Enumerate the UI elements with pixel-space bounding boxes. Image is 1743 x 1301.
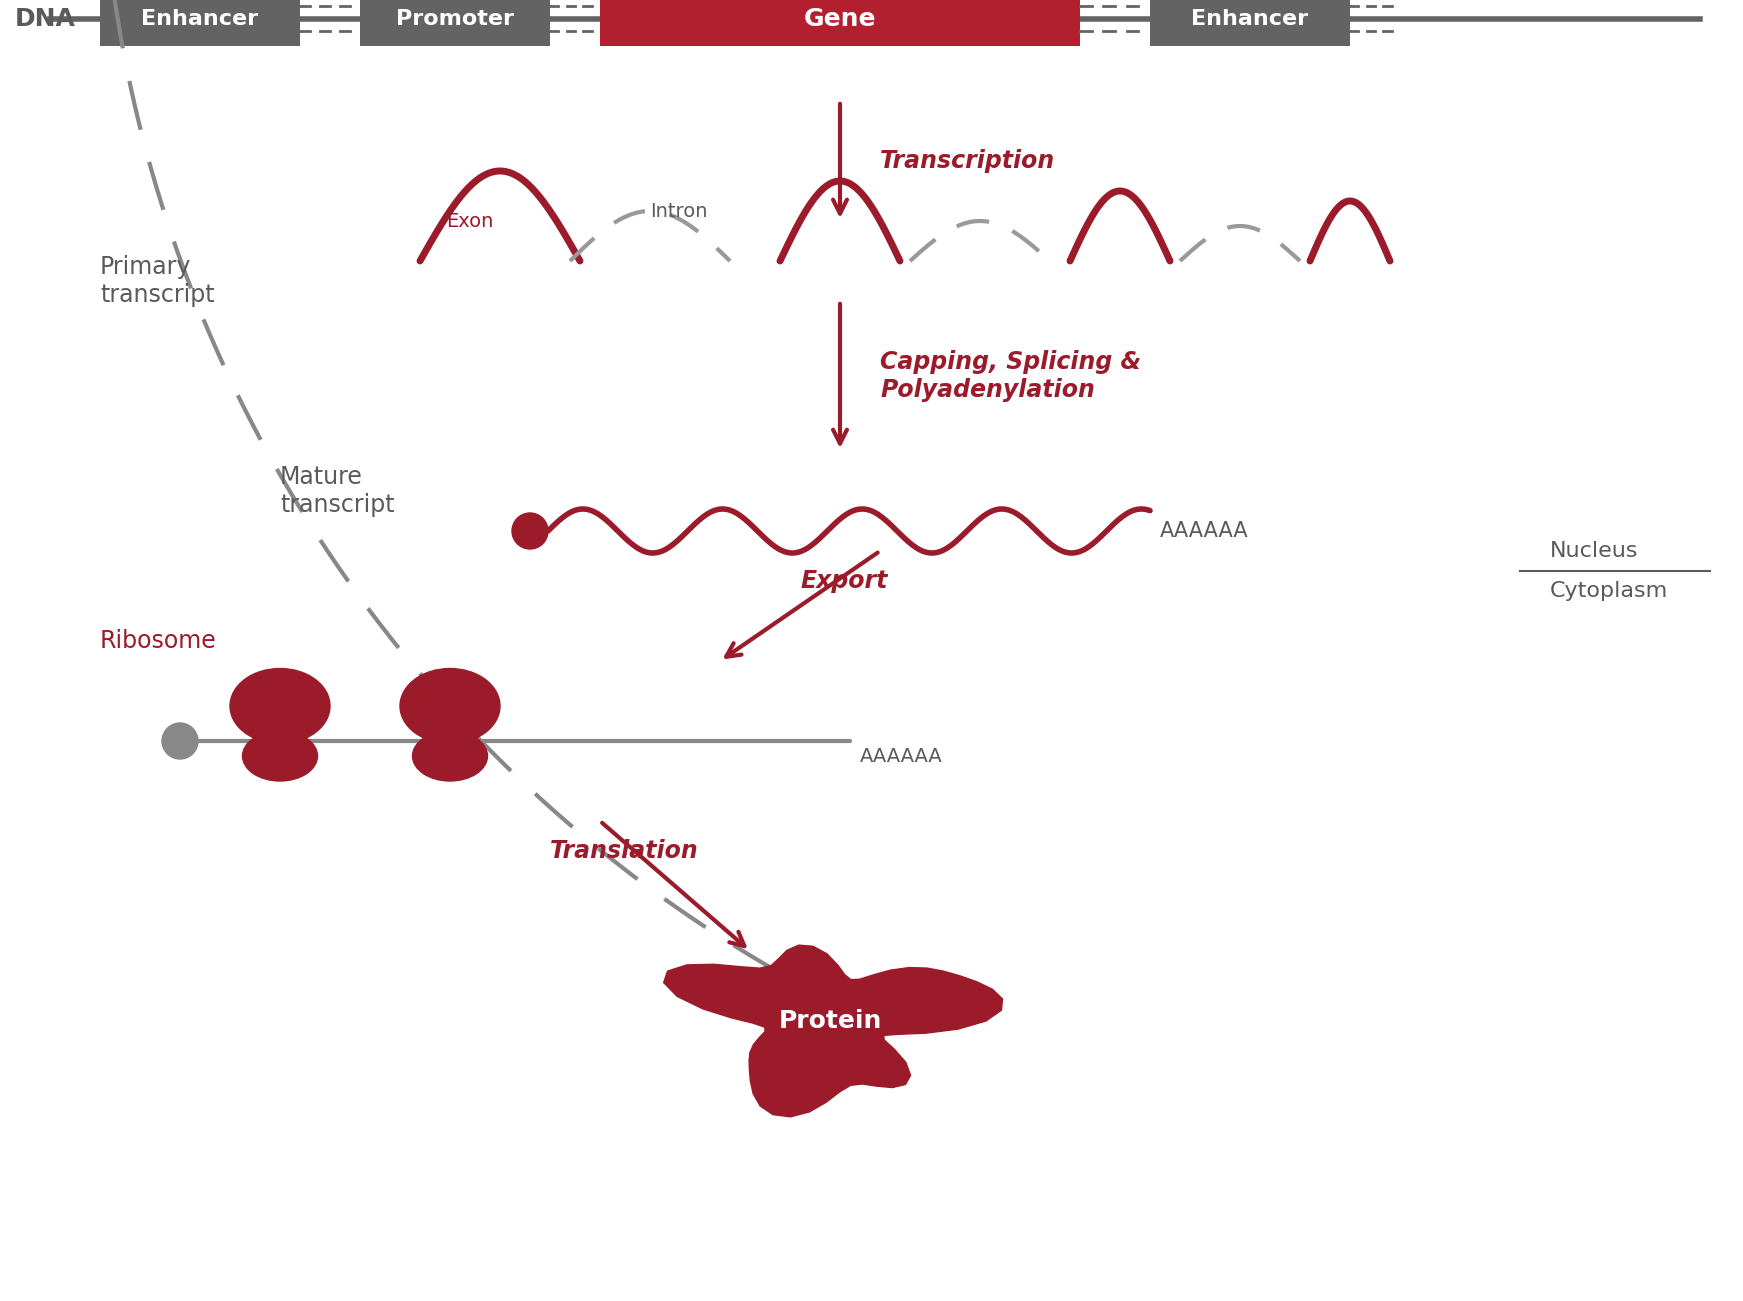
Text: Promoter: Promoter: [396, 9, 514, 29]
FancyBboxPatch shape: [361, 0, 551, 46]
Ellipse shape: [399, 669, 500, 743]
Text: Primary
transcript: Primary transcript: [99, 255, 214, 307]
FancyBboxPatch shape: [99, 0, 300, 46]
Text: Enhancer: Enhancer: [141, 9, 258, 29]
FancyBboxPatch shape: [1150, 0, 1351, 46]
Text: Nucleus: Nucleus: [1550, 541, 1638, 561]
Text: Translation: Translation: [551, 839, 699, 863]
Ellipse shape: [413, 731, 488, 781]
Text: Mature
transcript: Mature transcript: [281, 464, 394, 516]
Text: Gene: Gene: [804, 7, 877, 30]
Text: Transcription: Transcription: [880, 150, 1055, 173]
Circle shape: [512, 513, 547, 549]
Text: Ribosome: Ribosome: [99, 628, 216, 653]
Text: Cytoplasm: Cytoplasm: [1550, 582, 1668, 601]
Ellipse shape: [230, 669, 329, 743]
Ellipse shape: [242, 731, 317, 781]
Text: Intron: Intron: [650, 202, 708, 220]
Text: Export: Export: [800, 569, 887, 593]
Text: Enhancer: Enhancer: [1192, 9, 1309, 29]
Circle shape: [162, 723, 199, 758]
Text: AAAAAA: AAAAAA: [1161, 520, 1248, 541]
Text: Protein: Protein: [779, 1010, 882, 1033]
Text: AAAAAA: AAAAAA: [859, 747, 943, 765]
Text: DNA: DNA: [16, 7, 77, 30]
Text: Capping, Splicing &
Polyadenylation: Capping, Splicing & Polyadenylation: [880, 350, 1142, 402]
FancyBboxPatch shape: [600, 0, 1081, 46]
Text: Exon: Exon: [446, 212, 493, 232]
Polygon shape: [664, 945, 1002, 1116]
